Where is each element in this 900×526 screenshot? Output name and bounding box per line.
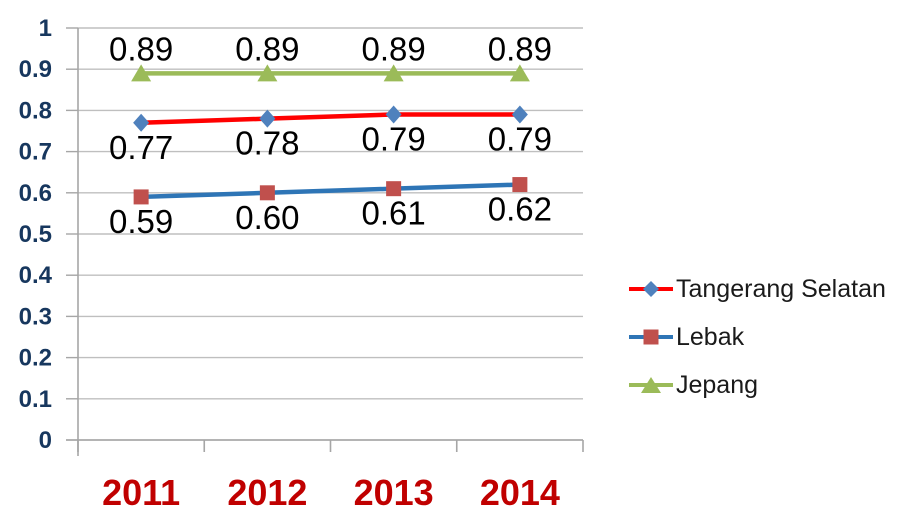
y-tick-label: 0	[39, 427, 52, 454]
y-tick-label: 0.5	[19, 221, 52, 248]
y-tick-label: 0.4	[19, 262, 53, 289]
x-tick-label: 2013	[354, 472, 434, 513]
marker-square	[259, 185, 275, 201]
data-label: 0.78	[235, 125, 299, 162]
marker-diamond	[259, 109, 276, 128]
legend-label: Jepang	[676, 370, 759, 399]
y-tick-label: 0.6	[19, 180, 52, 207]
marker-triangle	[131, 64, 152, 82]
series-line-tangerang-selatan	[141, 112, 520, 126]
series-line-lebak	[141, 182, 520, 200]
data-label: 0.79	[362, 121, 426, 158]
x-tick-label: 2012	[227, 472, 307, 513]
y-tick-label: 0.1	[19, 386, 52, 413]
marker-diamond	[133, 113, 150, 132]
marker-square	[133, 189, 149, 205]
legend-item-lebak: Lebak	[628, 322, 886, 352]
y-tick-label: 1	[39, 15, 52, 42]
marker-triangle	[509, 64, 530, 82]
legend-triangle-icon	[641, 377, 661, 393]
data-label: 0.79	[488, 121, 552, 158]
legend-swatch-1	[629, 329, 673, 345]
legend-item-tangerang-selatan: Tangerang Selatan	[628, 274, 886, 304]
legend-swatch-2	[629, 377, 673, 393]
y-tick-label: 0.7	[19, 139, 52, 166]
marker-diamond	[385, 105, 402, 124]
legend-square-icon	[643, 329, 659, 345]
x-tick-label: 2014	[480, 472, 560, 513]
y-tick-label: 0.2	[19, 345, 52, 372]
data-label: 0.61	[362, 195, 426, 232]
data-label: 0.89	[488, 30, 552, 67]
marker-diamond	[511, 105, 528, 124]
data-label: 0.89	[235, 30, 299, 67]
data-label: 0.59	[109, 203, 173, 240]
data-label: 0.77	[109, 129, 173, 166]
y-tick-label: 0.3	[19, 303, 52, 330]
y-tick-label: 0.9	[19, 56, 52, 83]
legend-item-jepang: Jepang	[628, 370, 886, 400]
data-label: 0.60	[235, 199, 299, 236]
legend-swatch-0	[629, 281, 673, 297]
legend-label: Tangerang Selatan	[676, 274, 886, 303]
x-tick-label: 2011	[102, 472, 180, 513]
data-label: 0.62	[488, 191, 552, 228]
legend-diamond-icon	[643, 281, 659, 297]
marker-square	[386, 181, 402, 197]
y-tick-label: 0.8	[19, 97, 52, 124]
legend: Tangerang Selatan Lebak Jepang	[628, 274, 886, 400]
marker-square	[512, 177, 528, 193]
marker-triangle	[257, 64, 278, 82]
data-label: 0.89	[362, 30, 426, 67]
data-label: 0.89	[109, 30, 173, 67]
legend-label: Lebak	[676, 322, 745, 351]
marker-triangle	[383, 64, 404, 82]
